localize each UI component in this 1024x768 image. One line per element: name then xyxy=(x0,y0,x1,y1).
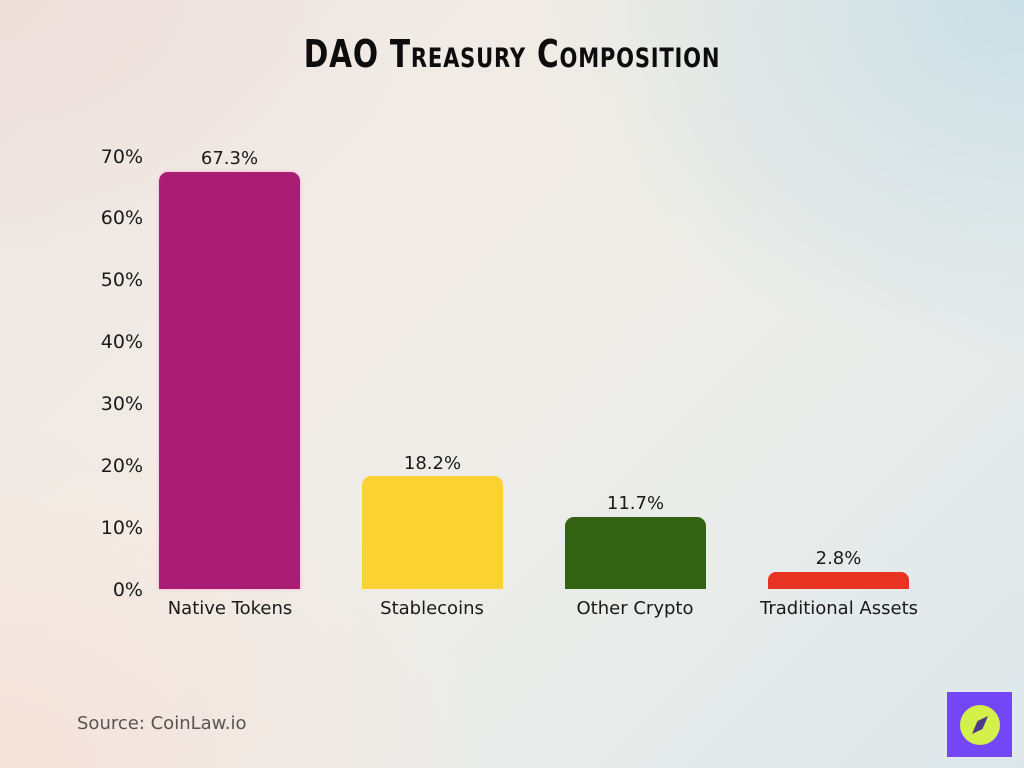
category-label: Traditional Assets xyxy=(759,598,919,619)
bar-stablecoins xyxy=(362,476,503,589)
y-tick: 40% xyxy=(100,331,143,353)
y-tick: 20% xyxy=(100,455,143,477)
bar-other-crypto xyxy=(565,517,706,589)
bar-value-label: 11.7% xyxy=(606,493,665,514)
compass-icon xyxy=(959,704,1000,745)
y-tick: 0% xyxy=(112,579,143,601)
bar-traditional-assets xyxy=(768,572,909,589)
bar-native-tokens xyxy=(159,172,300,589)
y-tick: 30% xyxy=(100,393,143,415)
category-label: Other Crypto xyxy=(576,598,694,619)
bar-value-label: 2.8% xyxy=(815,548,862,569)
y-tick: 60% xyxy=(100,207,143,229)
brand-logo xyxy=(947,692,1012,757)
category-label: Stablecoins xyxy=(380,598,484,619)
y-tick: 10% xyxy=(100,517,143,539)
category-label: Native Tokens xyxy=(167,598,293,619)
y-tick: 50% xyxy=(100,269,143,291)
chart-title: DAO Treasury Composition xyxy=(303,32,721,76)
source-text: Source: CoinLaw.io xyxy=(77,713,247,734)
bar-value-label: 18.2% xyxy=(403,453,462,474)
bar-value-label: 67.3% xyxy=(200,148,259,169)
y-tick: 70% xyxy=(100,146,143,168)
